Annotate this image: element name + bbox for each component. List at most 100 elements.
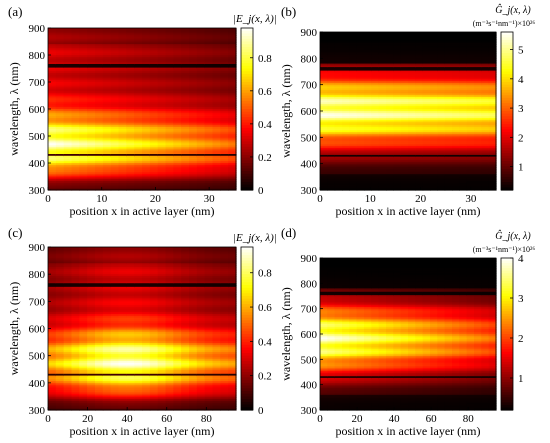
heatmap-cell xyxy=(342,132,350,135)
heatmap-cell xyxy=(126,71,135,74)
heatmap-cell xyxy=(87,170,96,173)
heatmap-cell xyxy=(212,73,221,76)
heatmap-cell xyxy=(142,121,151,124)
heatmap-cell xyxy=(408,160,416,163)
heatmap-cell xyxy=(134,159,143,162)
heatmap-cell xyxy=(63,94,73,97)
heatmap-cell xyxy=(142,51,151,54)
heatmap-cell xyxy=(400,175,409,179)
heatmap-cell xyxy=(87,184,96,187)
heatmap-cell xyxy=(364,89,372,93)
heatmap-cell xyxy=(79,272,88,275)
heatmap-cell xyxy=(102,159,112,162)
heatmap-cell xyxy=(422,111,431,114)
heatmap-cell xyxy=(444,39,453,42)
heatmap-cell xyxy=(149,60,159,63)
heatmap-cell xyxy=(118,125,127,128)
heatmap-cell xyxy=(55,391,65,395)
heatmap-cell xyxy=(102,80,112,83)
heatmap-cell xyxy=(320,82,328,86)
heatmap-cell xyxy=(349,98,358,102)
heatmap-cell xyxy=(48,312,57,315)
heatmap-cell xyxy=(149,130,159,133)
heatmap-cell xyxy=(149,157,159,160)
heatmap-cell xyxy=(118,91,127,94)
heatmap-cell xyxy=(320,88,328,91)
heatmap-cell xyxy=(63,247,73,250)
heatmap-cell xyxy=(48,395,57,398)
heatmap-cell xyxy=(173,123,182,126)
y-tick-label: 600 xyxy=(29,104,46,116)
heatmap-cell xyxy=(189,35,198,38)
heatmap-cell xyxy=(79,168,88,171)
heatmap-cell xyxy=(142,148,151,151)
heatmap-cell xyxy=(430,91,438,95)
colorbar-segment xyxy=(241,92,253,97)
heatmap-cell xyxy=(327,118,336,121)
heatmap-cell xyxy=(430,51,438,54)
heatmap-cell xyxy=(165,128,174,132)
heatmap-cell xyxy=(400,47,409,51)
heatmap-cell xyxy=(488,33,497,37)
heatmap-cell xyxy=(400,95,409,98)
heatmap-cell xyxy=(327,35,336,38)
heatmap-cell xyxy=(87,128,96,132)
heatmap-cell xyxy=(95,148,104,151)
heatmap-cell xyxy=(63,127,73,130)
heatmap-cell xyxy=(196,137,206,141)
heatmap-cell xyxy=(79,254,88,257)
heatmap-cell xyxy=(466,70,475,73)
heatmap-cell xyxy=(196,33,206,36)
heatmap-cell xyxy=(157,56,167,60)
heatmap-cell xyxy=(71,148,80,151)
heatmap-cell xyxy=(95,60,104,63)
heatmap-cell xyxy=(63,261,73,264)
heatmap-cell xyxy=(212,118,221,121)
heatmap-cell xyxy=(228,47,237,51)
heatmap-cell xyxy=(378,102,387,105)
heatmap-cell xyxy=(55,92,65,96)
heatmap-cell xyxy=(364,49,372,52)
heatmap-cell xyxy=(488,74,497,77)
heatmap-cell xyxy=(415,81,424,84)
heatmap-cell xyxy=(95,46,104,49)
heatmap-cell xyxy=(393,170,402,174)
heatmap-cell xyxy=(110,132,120,135)
heatmap-cell xyxy=(437,182,446,186)
heatmap-cell xyxy=(437,44,446,47)
heatmap-cell xyxy=(408,181,416,184)
heatmap-cell xyxy=(102,60,112,63)
heatmap-cell xyxy=(452,179,460,182)
heatmap-cell xyxy=(55,78,65,81)
heatmap-cell xyxy=(422,119,431,123)
heatmap-cell xyxy=(466,54,475,58)
heatmap-cell xyxy=(415,93,424,96)
heatmap-cell xyxy=(371,100,380,103)
heatmap-cell xyxy=(71,38,80,42)
heatmap-cell xyxy=(134,184,143,187)
heatmap-cell xyxy=(48,35,57,38)
heatmap-cell xyxy=(466,44,475,47)
heatmap-cell xyxy=(356,54,365,58)
heatmap-cell xyxy=(430,172,438,175)
heatmap-cell xyxy=(204,157,214,160)
heatmap-cell xyxy=(196,134,206,137)
heatmap-cell xyxy=(165,141,174,144)
heatmap-cell xyxy=(481,144,490,147)
heatmap-cell xyxy=(320,79,328,82)
heatmap-cell xyxy=(118,29,127,33)
heatmap-cell xyxy=(95,112,104,115)
heatmap-cell xyxy=(102,28,112,31)
heatmap-cell xyxy=(386,184,394,188)
colorbar-segment xyxy=(241,157,253,161)
heatmap-cell xyxy=(212,179,221,182)
heatmap-cell xyxy=(173,92,182,96)
heatmap-cell xyxy=(157,87,167,90)
heatmap-cell xyxy=(220,71,229,74)
heatmap-cell xyxy=(408,84,416,88)
heatmap-cell xyxy=(102,74,112,78)
heatmap-cell xyxy=(386,35,394,38)
heatmap-cell xyxy=(110,112,120,115)
heatmap-cell xyxy=(204,100,214,103)
